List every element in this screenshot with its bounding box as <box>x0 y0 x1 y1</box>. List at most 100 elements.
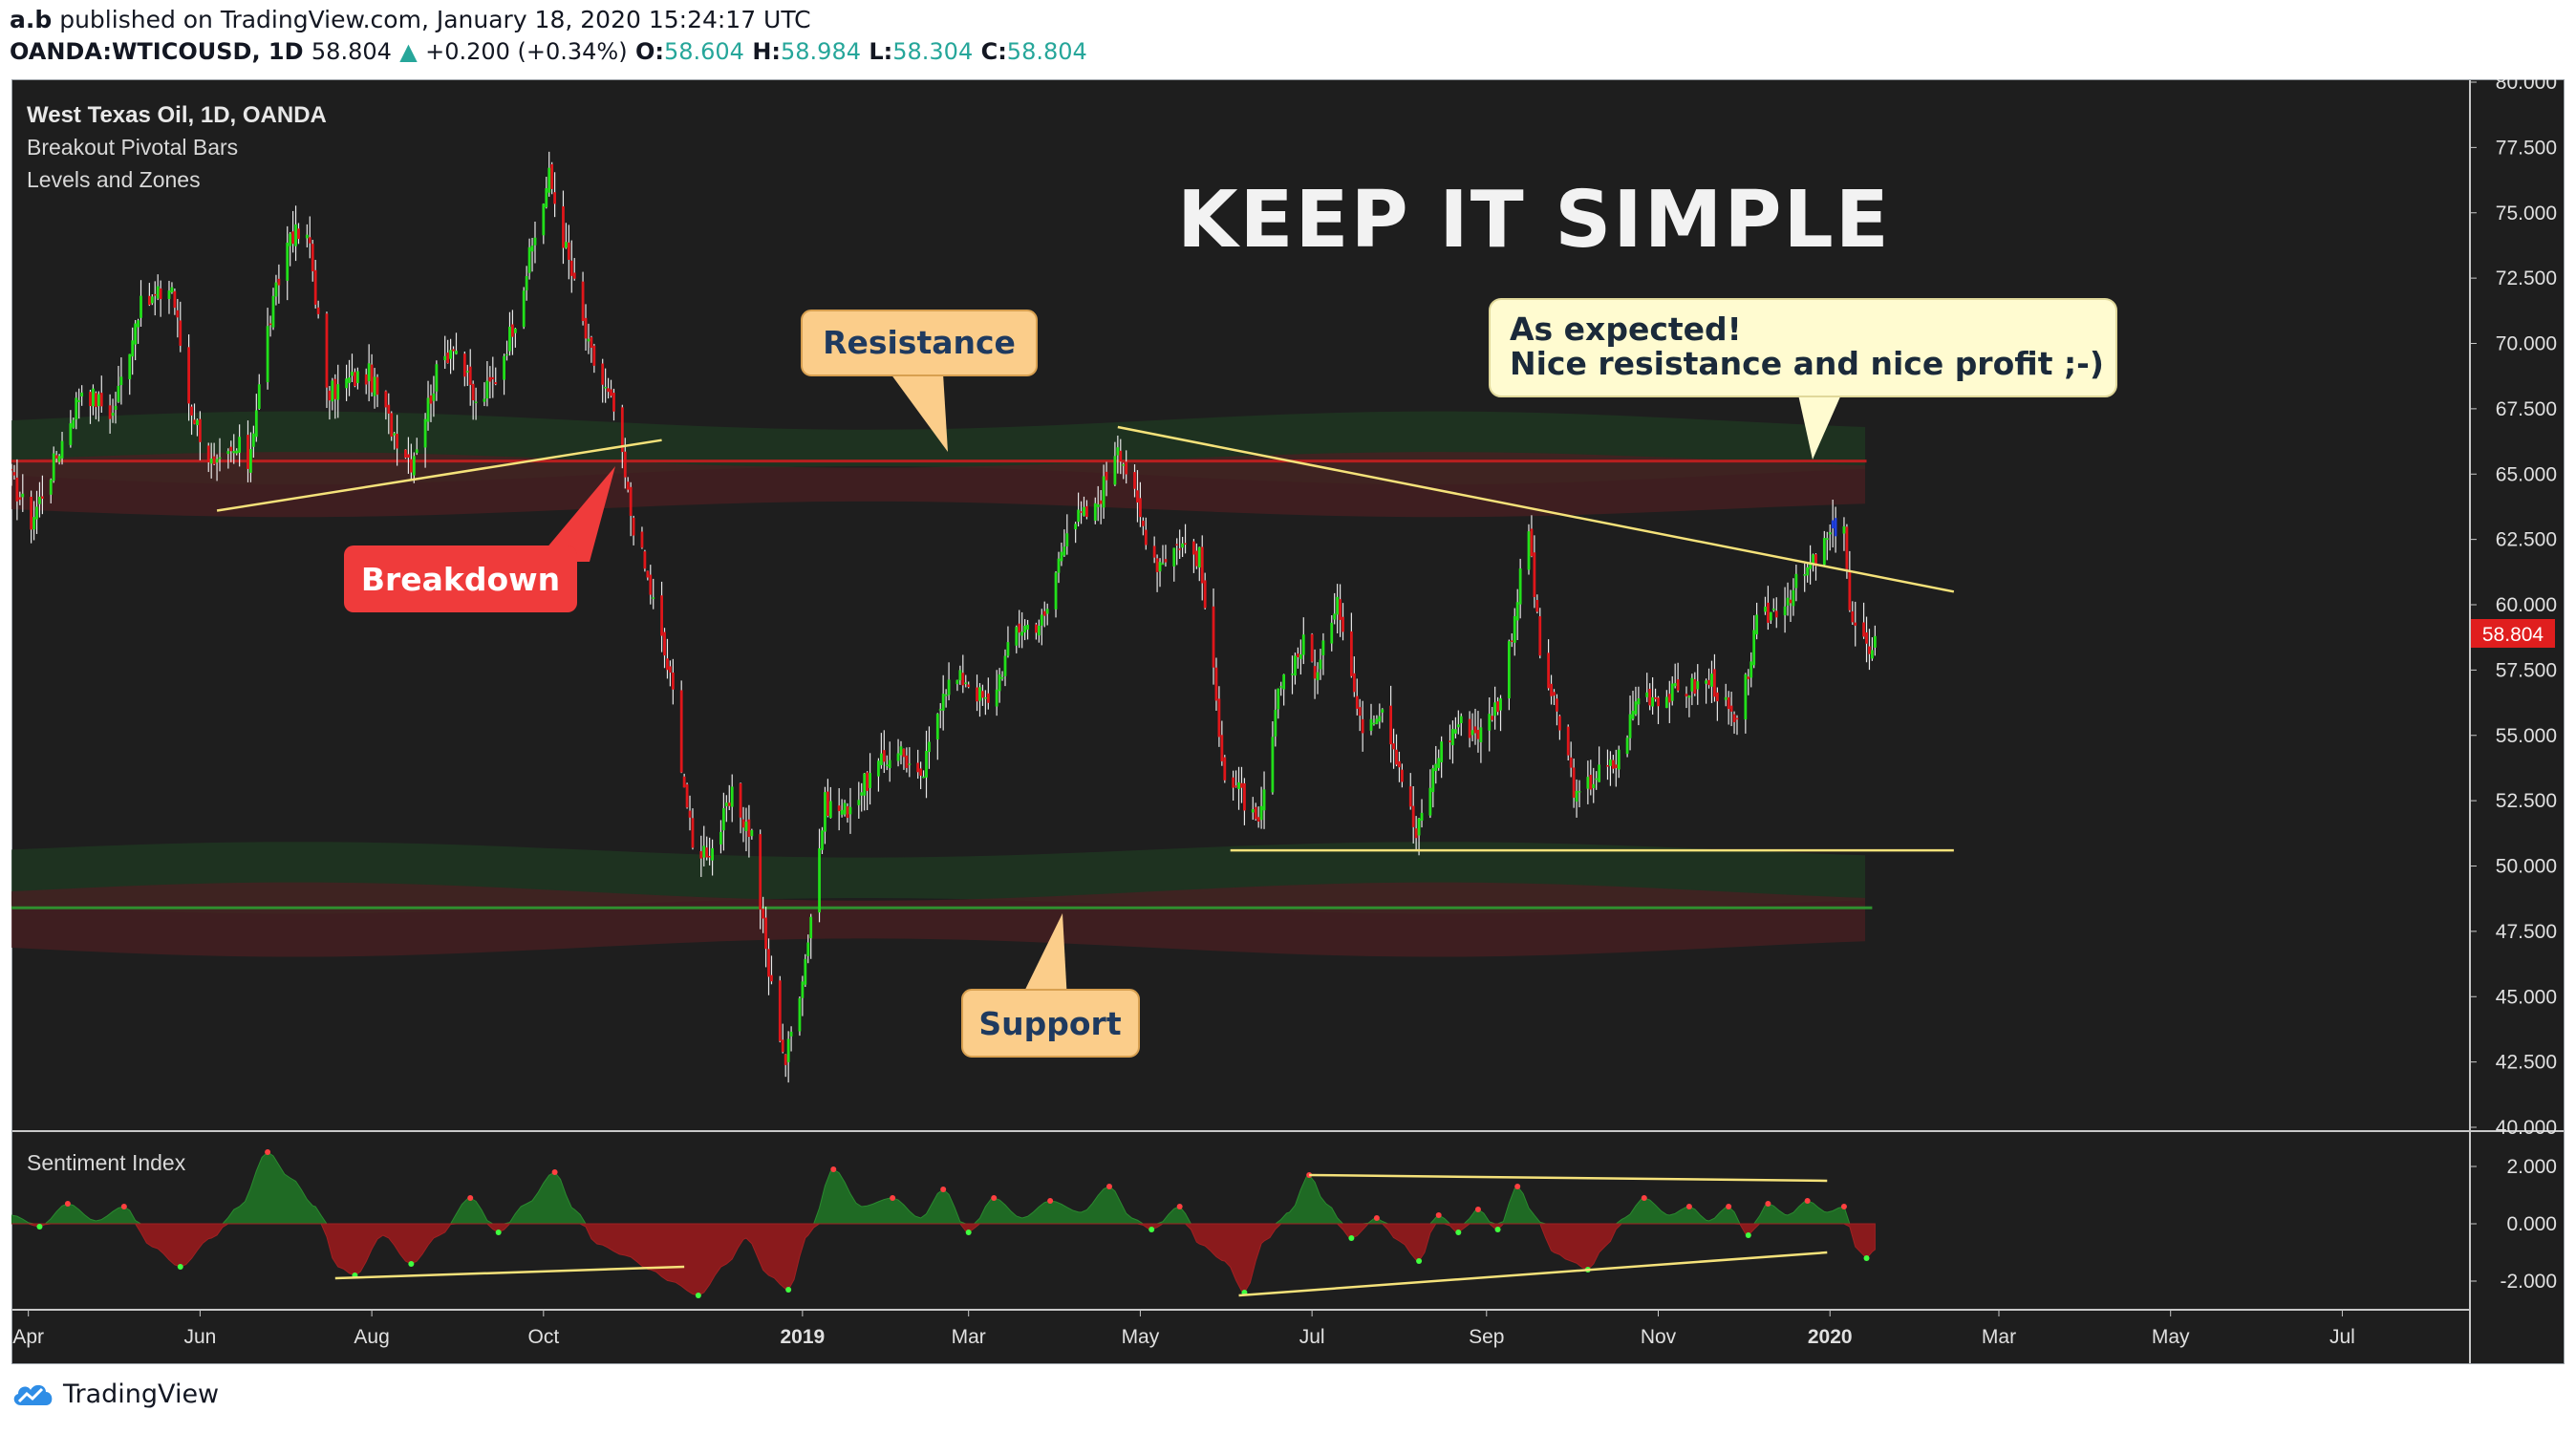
candle-body <box>1342 616 1344 632</box>
candle-body <box>1812 554 1814 564</box>
sentiment-pivot-dot <box>1176 1204 1183 1209</box>
candle-body <box>1657 697 1660 707</box>
candle-body <box>885 764 889 766</box>
candle-body <box>1381 709 1385 713</box>
candle-body <box>1654 696 1657 699</box>
tradingview-footer[interactable]: TradingView <box>10 1379 219 1409</box>
candle-body <box>1155 558 1159 572</box>
candle-body <box>1274 710 1277 737</box>
candle-body <box>587 338 590 342</box>
candle-body <box>1865 632 1868 644</box>
candle-body <box>652 597 655 599</box>
candle-body <box>1637 698 1641 705</box>
candle-body <box>1271 737 1275 793</box>
price-tick-label: 75.000 <box>2496 203 2557 225</box>
candle-body <box>1673 683 1677 687</box>
candle-body <box>1254 806 1257 820</box>
candle-body <box>488 376 492 382</box>
candle-body <box>80 392 84 396</box>
candle-body <box>57 456 61 462</box>
candle-body <box>1355 695 1359 709</box>
candle-body <box>393 433 397 436</box>
candle-body <box>170 287 174 293</box>
candle-body <box>1018 623 1021 633</box>
candle-body <box>396 434 399 449</box>
candle-body <box>1042 610 1046 616</box>
sentiment-pivot-dot <box>1685 1204 1692 1209</box>
sentiment-pivot-dot <box>408 1261 415 1267</box>
candle-body <box>919 768 923 776</box>
candle-body <box>967 684 971 687</box>
candle-body <box>390 413 394 437</box>
candle-body <box>660 595 663 636</box>
time-tick-label: Jul <box>1299 1326 1325 1348</box>
sentiment-index-title[interactable]: Sentiment Index <box>27 1150 186 1175</box>
chart-canvas[interactable]: 80.000 77.500 75.000 72.500 70.000 67.500 65.0… <box>11 79 2565 1364</box>
candle-body <box>1369 718 1373 731</box>
last-price-tag: 58.804 <box>2482 624 2544 646</box>
low-label: L: <box>869 38 893 65</box>
candle-body <box>809 916 813 939</box>
sentiment-pivot-dot <box>940 1187 947 1192</box>
price-trendline <box>216 438 662 512</box>
candle-body <box>35 506 38 520</box>
candle-body <box>863 773 867 796</box>
price-ticks: 80.000 77.500 75.000 72.500 70.000 67.500 65.0… <box>2470 79 2557 1139</box>
candle-body <box>744 822 748 831</box>
sentiment-pivot-dot <box>1863 1255 1870 1261</box>
indicator-levels-and-zones[interactable]: Levels and Zones <box>27 167 201 192</box>
candle-body <box>958 670 962 681</box>
author-name[interactable]: a.b <box>10 6 53 33</box>
candle-body <box>1175 544 1179 545</box>
candle-body <box>1321 640 1325 655</box>
price-tick-label: 62.500 <box>2496 529 2557 551</box>
candle-body <box>1705 680 1707 684</box>
candle-body <box>167 290 171 300</box>
price-tick-label: 70.000 <box>2496 333 2557 355</box>
candle-body <box>218 457 222 460</box>
candle-body <box>289 233 292 246</box>
candle-body <box>1611 759 1615 769</box>
candle-body <box>1003 655 1007 676</box>
candle-body <box>682 776 686 788</box>
candle-body <box>527 246 531 273</box>
symbol-label: OANDA:WTICOUSD, 1D <box>10 38 304 65</box>
candle-body <box>767 949 770 977</box>
candle-body <box>452 349 455 352</box>
candle-body <box>1769 611 1772 621</box>
indicator-breakout-pivotal-bars[interactable]: Breakout Pivotal Bars <box>27 135 238 160</box>
candle-body <box>108 405 112 419</box>
candle-body <box>60 440 64 459</box>
candle-body <box>494 382 498 384</box>
chart-legend-title: West Texas Oil, 1D, OANDA <box>27 102 327 128</box>
candle-body <box>908 763 912 765</box>
candle-body <box>750 830 754 837</box>
candle-body <box>1578 791 1581 793</box>
candle-body <box>1139 498 1142 518</box>
candle-body <box>1456 724 1460 728</box>
candle-body <box>137 320 140 328</box>
candle-body <box>584 317 588 339</box>
candle-body <box>1566 726 1570 756</box>
candle-body <box>649 574 653 595</box>
candle-body <box>1572 767 1576 799</box>
candle-body <box>41 496 44 500</box>
candle-body <box>229 446 233 452</box>
candle-body <box>1045 609 1049 614</box>
candle-body <box>114 405 118 410</box>
breakdown-label-box <box>344 545 577 612</box>
candle-body <box>1378 716 1382 722</box>
candle-body <box>409 459 413 473</box>
candle-body <box>1217 698 1221 738</box>
profit-callout-line2: Nice resistance and nice profit ;-) <box>1510 345 2104 382</box>
close-label: C: <box>980 38 1007 65</box>
candle-body <box>1493 702 1497 716</box>
candle-body <box>916 762 920 773</box>
candle-body <box>179 320 182 346</box>
candle-body <box>1212 606 1215 668</box>
candle-body <box>1862 622 1865 637</box>
time-tick-label: Nov <box>1641 1326 1677 1348</box>
candle-body <box>1414 828 1418 839</box>
time-tick-label: Mar <box>1982 1326 2016 1348</box>
candle-body <box>902 748 906 758</box>
